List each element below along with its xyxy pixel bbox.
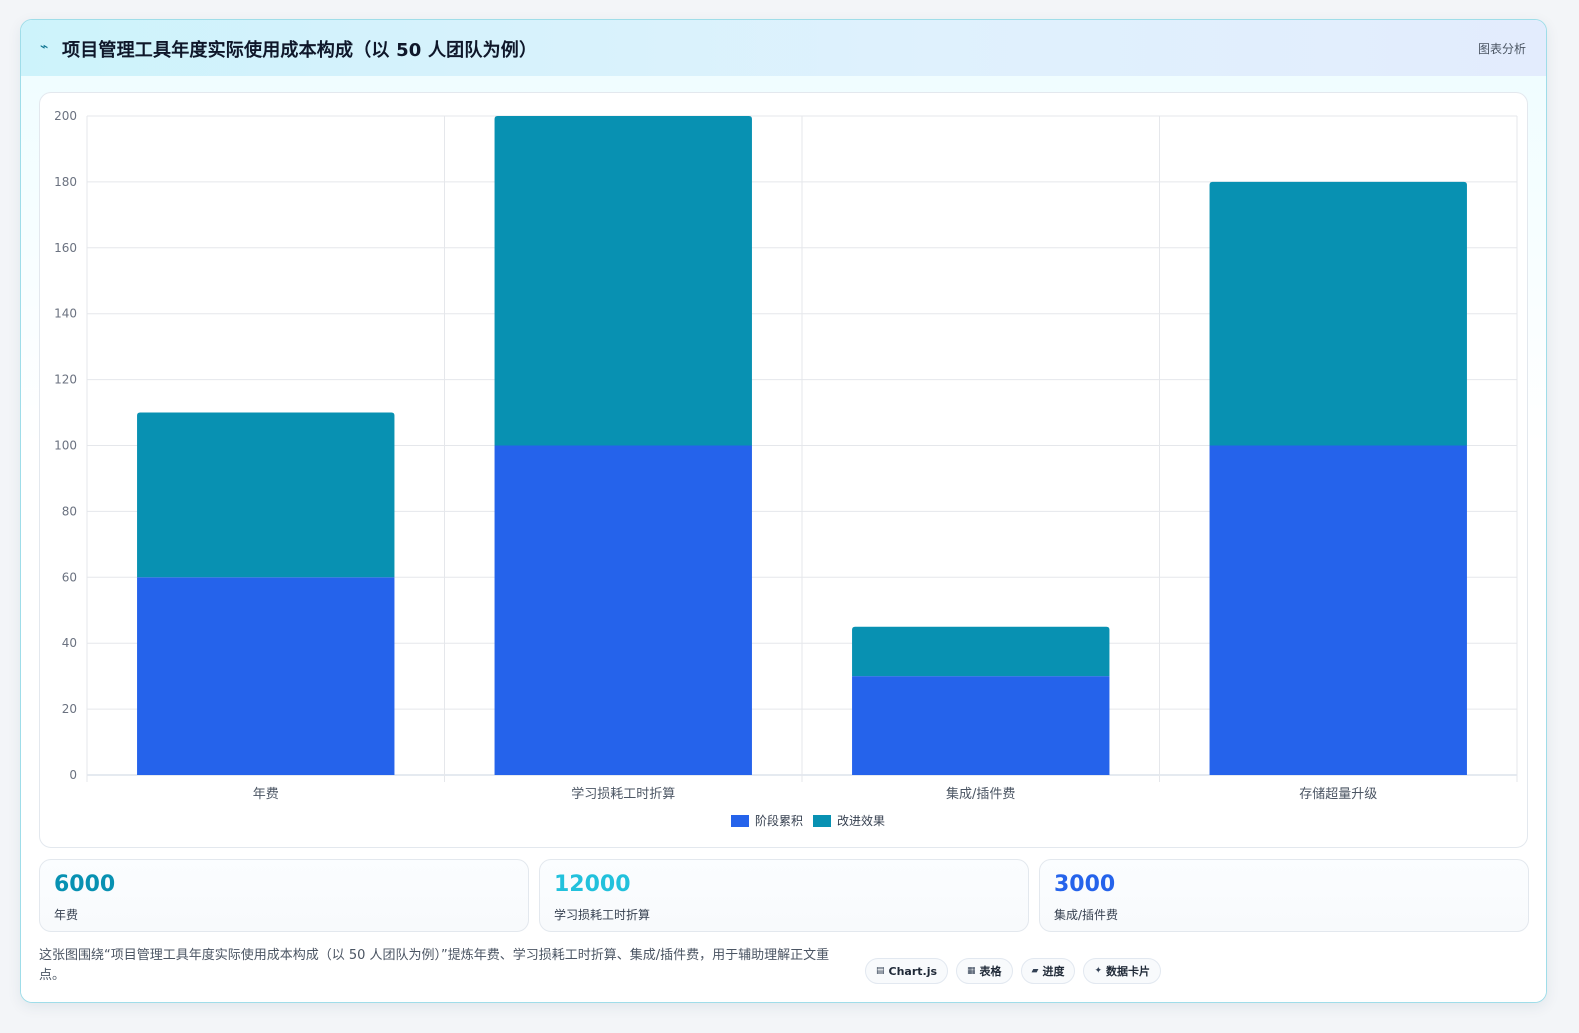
chart-panel: 0 20 40 60 80 100 120 140 160 180 200 年费 学习损耗工时折算 集成/… bbox=[39, 92, 1528, 848]
bar-segment bbox=[494, 445, 752, 775]
card-body: 0 20 40 60 80 100 120 140 160 180 200 年费 学习损耗工时折算 集成/… bbox=[21, 76, 1546, 1002]
pulse-icon: ⌁ bbox=[40, 39, 49, 55]
stat-value: 6000 bbox=[54, 872, 116, 897]
tag-label: 表格 bbox=[979, 965, 1002, 978]
tag-table[interactable]: ▦ 表格 bbox=[956, 958, 1013, 984]
tag-label: Chart.js bbox=[888, 964, 938, 978]
bar-segment bbox=[137, 577, 395, 775]
bar-segment bbox=[1209, 181, 1467, 446]
y-tick-label: 0 bbox=[69, 768, 77, 782]
tag-label: 数据卡片 bbox=[1106, 965, 1151, 978]
sparkle-icon: ✦ bbox=[1094, 966, 1103, 976]
tag-label: 进度 bbox=[1042, 965, 1065, 978]
stat-value: 12000 bbox=[554, 872, 631, 897]
x-tick-label: 存储超量升级 bbox=[1299, 787, 1377, 802]
tag-progress[interactable]: ▰ 进度 bbox=[1020, 958, 1076, 984]
legend-label: 阶段累积 bbox=[755, 813, 803, 828]
y-tick-label: 200 bbox=[54, 109, 77, 123]
card-header: ⌁ 项目管理工具年度实际使用成本构成（以 50 人团队为例） 图表分析 bbox=[21, 20, 1546, 76]
stacked-bar-chart: 0 20 40 60 80 100 120 140 160 180 200 年费 学习损耗工时折算 集成/… bbox=[54, 109, 1518, 828]
chart-analysis-tag: 图表分析 bbox=[1477, 42, 1526, 56]
y-tick-label: 180 bbox=[54, 175, 77, 189]
y-tick-label: 160 bbox=[54, 241, 77, 255]
bar-segment bbox=[852, 676, 1110, 775]
x-tick-label: 年费 bbox=[253, 787, 279, 802]
stat-card-integration-fee: 3000 集成/插件费 bbox=[1039, 859, 1529, 932]
x-tick-label: 集成/插件费 bbox=[946, 786, 1015, 802]
y-tick-label: 80 bbox=[62, 504, 77, 518]
chart-description: 这张图围绕“项目管理工具年度实际使用成本构成（以 50 人团队为例）”提炼年费、… bbox=[39, 948, 830, 983]
progress-icon: ▰ bbox=[1031, 966, 1039, 976]
legend-label: 改进效果 bbox=[837, 813, 885, 828]
stat-value: 3000 bbox=[1054, 872, 1116, 897]
tag-data-card[interactable]: ✦ 数据卡片 bbox=[1083, 958, 1162, 984]
tag-list: ▤ Chart.js ▦ 表格 ▰ 进度 ✦ 数据卡片 bbox=[865, 958, 1162, 984]
stat-label: 集成/插件费 bbox=[1054, 908, 1119, 922]
y-tick-label: 40 bbox=[62, 636, 77, 650]
table-icon: ▦ bbox=[967, 966, 976, 976]
legend-swatch bbox=[813, 815, 831, 827]
stat-card-annual-fee: 6000 年费 bbox=[39, 859, 529, 932]
bar-segment bbox=[137, 412, 395, 578]
stat-label: 年费 bbox=[54, 908, 79, 922]
y-tick-label: 140 bbox=[54, 307, 77, 321]
chart-icon: ▤ bbox=[876, 966, 885, 976]
y-tick-label: 60 bbox=[62, 570, 77, 584]
tag-chartjs[interactable]: ▤ Chart.js bbox=[865, 958, 949, 984]
stat-label: 学习损耗工时折算 bbox=[554, 908, 651, 922]
bar-segment bbox=[852, 626, 1110, 677]
bar-segment bbox=[1209, 445, 1467, 775]
legend-swatch bbox=[731, 815, 749, 827]
bar-segment bbox=[494, 116, 752, 446]
x-tick-label: 学习损耗工时折算 bbox=[571, 786, 675, 802]
stat-card-learning-cost: 12000 学习损耗工时折算 bbox=[539, 859, 1029, 932]
page-title: 项目管理工具年度实际使用成本构成（以 50 人团队为例） bbox=[62, 40, 538, 61]
y-tick-label: 20 bbox=[62, 702, 77, 716]
chart-card: ⌁ 项目管理工具年度实际使用成本构成（以 50 人团队为例） 图表分析 0 20 4… bbox=[20, 19, 1547, 1003]
y-tick-label: 120 bbox=[54, 373, 77, 387]
y-tick-label: 100 bbox=[54, 439, 77, 453]
